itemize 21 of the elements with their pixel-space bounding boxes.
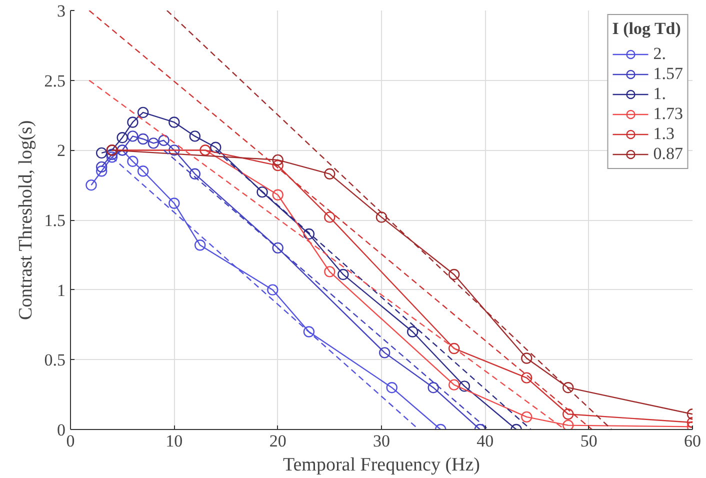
x-tick-label: 60 xyxy=(684,432,701,450)
legend-title: I (log Td) xyxy=(612,19,682,39)
legend-label: 2. xyxy=(653,44,667,64)
y-axis-title: Contrast Threshold, log(s) xyxy=(15,120,36,320)
y-tick-label: 3 xyxy=(57,2,66,20)
x-axis-title: Temporal Frequency (Hz) xyxy=(282,454,480,476)
x-tick-label: 10 xyxy=(166,432,183,450)
y-tick-label: 2.5 xyxy=(44,71,66,90)
x-tick-label: 30 xyxy=(373,432,390,450)
x-tick-label: 50 xyxy=(580,432,598,450)
y-tick-label: 1.5 xyxy=(44,211,66,230)
y-tick-label: 0.5 xyxy=(44,350,66,370)
legend-label: 0.87 xyxy=(653,144,683,164)
y-tick-label: 2 xyxy=(57,141,66,160)
y-tick-label: 1 xyxy=(57,280,66,300)
x-tick-label: 40 xyxy=(476,432,494,450)
legend-label: 1.3 xyxy=(653,124,674,144)
x-tick-label: 20 xyxy=(269,432,286,450)
legend-label: 1. xyxy=(653,84,667,104)
legend-label: 1.57 xyxy=(653,64,683,84)
legend-label: 1.73 xyxy=(653,104,683,124)
